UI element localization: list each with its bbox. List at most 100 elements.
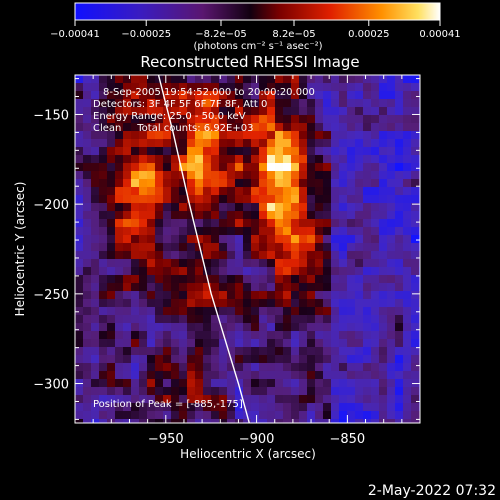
heatmap-pixel: [403, 243, 412, 252]
heatmap-pixel: [411, 419, 420, 423]
heatmap-pixel: [163, 75, 172, 84]
heatmap-pixel: [75, 227, 84, 236]
heatmap-pixel: [83, 275, 92, 284]
heatmap-pixel: [275, 115, 284, 124]
heatmap-pixel: [371, 371, 380, 380]
heatmap-pixel: [403, 139, 412, 148]
heatmap-pixel: [83, 99, 92, 108]
heatmap-pixel: [259, 179, 268, 188]
heatmap-pixel: [91, 339, 100, 348]
heatmap-pixel: [387, 235, 396, 244]
heatmap-pixel: [347, 227, 356, 236]
heatmap-pixel: [187, 171, 196, 180]
heatmap-pixel: [195, 283, 204, 292]
heatmap-pixel: [147, 91, 156, 100]
heatmap-pixel: [187, 99, 196, 108]
heatmap-pixel: [163, 219, 172, 228]
heatmap-pixel: [219, 347, 228, 356]
heatmap-pixel: [339, 155, 348, 164]
heatmap-pixel: [203, 107, 212, 116]
heatmap-pixel: [339, 411, 348, 420]
heatmap-pixel: [379, 91, 388, 100]
heatmap-pixel: [339, 187, 348, 196]
heatmap-pixel: [315, 387, 324, 396]
heatmap-pixel: [235, 315, 244, 324]
heatmap-pixel: [307, 315, 316, 324]
heatmap-pixel: [315, 195, 324, 204]
heatmap-pixel: [187, 403, 196, 412]
heatmap-pixel: [235, 323, 244, 332]
heatmap-pixel: [267, 75, 276, 84]
heatmap-pixel: [179, 235, 188, 244]
heatmap-pixel: [179, 411, 188, 420]
heatmap-pixel: [267, 331, 276, 340]
heatmap-pixel: [139, 379, 148, 388]
heatmap-pixel: [115, 387, 124, 396]
heatmap-pixel: [195, 379, 204, 388]
heatmap-pixel: [347, 235, 356, 244]
heatmap-pixel: [395, 99, 404, 108]
heatmap-pixel: [115, 219, 124, 228]
heatmap-pixel: [243, 107, 252, 116]
heatmap-pixel: [139, 123, 148, 132]
heatmap-pixel: [107, 363, 116, 372]
heatmap-pixel: [171, 275, 180, 284]
heatmap-pixel: [195, 179, 204, 188]
heatmap-pixel: [187, 355, 196, 364]
heatmap-pixel: [155, 243, 164, 252]
heatmap-pixel: [219, 403, 228, 412]
heatmap-pixel: [139, 315, 148, 324]
heatmap-pixel: [307, 171, 316, 180]
heatmap-pixel: [275, 259, 284, 268]
colorbar-tick-label: 8.2e−05: [272, 29, 315, 40]
heatmap-pixel: [267, 107, 276, 116]
heatmap-pixel: [363, 75, 372, 84]
heatmap-pixel: [387, 411, 396, 420]
heatmap-pixel: [291, 131, 300, 140]
heatmap-pixel: [323, 139, 332, 148]
heatmap-pixel: [203, 387, 212, 396]
heatmap-pixel: [115, 371, 124, 380]
heatmap-pixel: [211, 203, 220, 212]
heatmap-pixel: [235, 291, 244, 300]
heatmap-pixel: [211, 275, 220, 284]
heatmap-pixel: [99, 139, 108, 148]
heatmap-pixel: [211, 363, 220, 372]
heatmap-pixel: [235, 259, 244, 268]
heatmap-pixel: [91, 171, 100, 180]
heatmap-pixel: [91, 307, 100, 316]
heatmap-pixel: [283, 339, 292, 348]
heatmap-pixel: [163, 147, 172, 156]
heatmap-pixel: [235, 283, 244, 292]
heatmap-pixel: [267, 259, 276, 268]
heatmap-pixel: [331, 339, 340, 348]
heatmap-pixel: [299, 187, 308, 196]
heatmap-pixel: [203, 307, 212, 316]
heatmap-pixel: [99, 155, 108, 164]
heatmap-pixel: [187, 307, 196, 316]
heatmap-pixel: [363, 355, 372, 364]
heatmap-pixel: [307, 107, 316, 116]
heatmap-pixel: [155, 291, 164, 300]
plot-area: −950 −900 −850−150−200−250−300: [33, 74, 421, 447]
heatmap-pixel: [291, 147, 300, 156]
heatmap-pixel: [211, 107, 220, 116]
heatmap-pixel: [83, 411, 92, 420]
heatmap-pixel: [235, 339, 244, 348]
heatmap-pixel: [259, 115, 268, 124]
heatmap-pixel: [83, 323, 92, 332]
heatmap-pixel: [171, 371, 180, 380]
heatmap-pixel: [331, 283, 340, 292]
heatmap-pixel: [115, 419, 124, 423]
heatmap-pixel: [243, 355, 252, 364]
heatmap-pixel: [179, 227, 188, 236]
heatmap-pixel: [339, 131, 348, 140]
heatmap-pixel: [99, 315, 108, 324]
heatmap-pixel: [355, 251, 364, 260]
heatmap-pixel: [243, 171, 252, 180]
heatmap-pixel: [387, 379, 396, 388]
heatmap-pixel: [323, 379, 332, 388]
heatmap-pixel: [243, 91, 252, 100]
heatmap-pixel: [363, 195, 372, 204]
